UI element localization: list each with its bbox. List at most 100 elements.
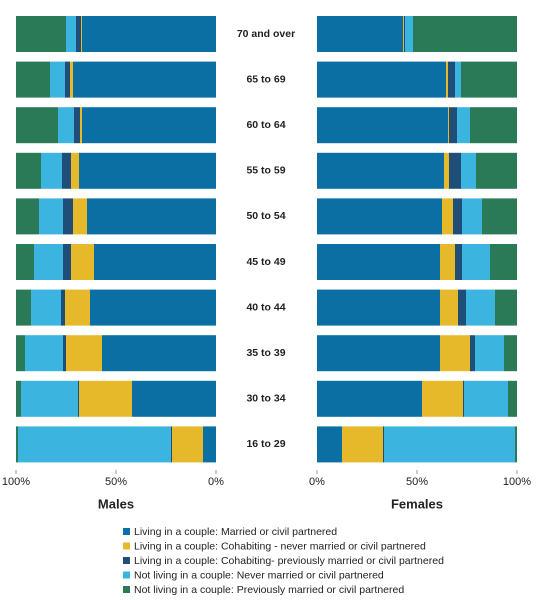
bar-segment — [440, 289, 458, 326]
bar-segment — [66, 16, 76, 52]
bar-segment — [73, 61, 216, 98]
bar-segment — [317, 152, 444, 189]
bar-segment — [317, 244, 440, 280]
bar-segment — [470, 107, 517, 144]
bar-segment — [317, 61, 446, 98]
bar-segment — [462, 244, 490, 280]
bar-segment — [448, 61, 455, 98]
bar-segment — [504, 335, 517, 372]
bar-segment — [39, 198, 63, 235]
bar-segment — [50, 61, 65, 98]
bar-segment — [342, 426, 383, 463]
bar-segment — [41, 152, 62, 189]
bar-segment — [446, 61, 448, 98]
bar-segment — [16, 426, 18, 463]
legend-label: Living in a couple: Married or civil par… — [134, 526, 337, 538]
bar-segment — [171, 426, 172, 463]
category-label: 30 to 34 — [246, 393, 285, 405]
bar-segment — [25, 335, 63, 372]
x-tick-label: 0% — [309, 476, 325, 488]
bar-segment — [34, 244, 63, 280]
bar-segment — [16, 380, 21, 417]
legend-label: Living in a couple: Cohabiting - never m… — [134, 540, 426, 552]
bar-segment — [449, 152, 461, 189]
bar-segment — [461, 61, 517, 98]
bar-segment — [440, 335, 470, 372]
x-tick-label: 0% — [208, 476, 224, 488]
bar-segment — [384, 426, 515, 463]
bar-segment — [80, 107, 82, 144]
bar-segment — [203, 426, 216, 463]
bar-segment — [87, 198, 216, 235]
bar-segment — [16, 335, 25, 372]
bar-segment — [462, 198, 482, 235]
x-tick-label: 100% — [503, 476, 531, 488]
bar-segment — [317, 335, 440, 372]
category-label: 40 to 44 — [246, 301, 285, 313]
bar-segment — [444, 152, 449, 189]
category-label: 60 to 64 — [246, 119, 285, 131]
bar-segment — [317, 426, 342, 463]
bar-segment — [455, 61, 461, 98]
x-tick-label: 50% — [105, 476, 127, 488]
bar-segment — [16, 107, 58, 144]
bar-segment — [317, 198, 442, 235]
bar-segment — [16, 289, 31, 326]
bar-segment — [62, 152, 71, 189]
bar-segment — [90, 289, 216, 326]
bar-segment — [94, 244, 216, 280]
bar-segment — [66, 335, 102, 372]
bar-segment — [495, 289, 517, 326]
bar-segment — [81, 16, 82, 52]
bar-segment — [16, 61, 50, 98]
bar-segment — [31, 289, 61, 326]
bar-segment — [132, 380, 216, 417]
bar-segment — [413, 16, 517, 52]
category-label: 70 and over — [237, 28, 295, 40]
bar-segment — [404, 16, 405, 52]
bar-segment — [82, 107, 216, 144]
panel-title: Females — [391, 496, 443, 511]
category-label: 45 to 49 — [246, 256, 285, 268]
bar-segment — [73, 198, 87, 235]
bar-segment — [463, 380, 464, 417]
bar-segment — [475, 335, 504, 372]
bar-segment — [102, 335, 216, 372]
bar-segment — [74, 107, 80, 144]
category-label: 50 to 54 — [246, 210, 285, 222]
bar-segment — [457, 107, 470, 144]
legend-swatch — [123, 542, 130, 550]
bar-segment — [79, 380, 132, 417]
bar-segment — [448, 107, 449, 144]
bar-segment — [70, 61, 73, 98]
bar-segment — [482, 198, 517, 235]
category-label: 55 to 59 — [246, 165, 285, 177]
bar-segment — [63, 198, 73, 235]
category-label: 16 to 29 — [246, 438, 285, 450]
bar-segment — [58, 107, 74, 144]
panel-title: Males — [98, 496, 134, 511]
category-label: 35 to 39 — [246, 347, 285, 359]
legend-swatch — [123, 528, 130, 535]
legend-swatch — [123, 571, 130, 579]
bar-segment — [422, 380, 463, 417]
bar-segment — [383, 426, 384, 463]
bar-segment — [461, 152, 476, 189]
bar-segment — [71, 244, 94, 280]
bar-segment — [449, 107, 457, 144]
bar-segment — [515, 426, 517, 463]
bar-segment — [458, 289, 466, 326]
bar-segment — [440, 244, 455, 280]
bar-segment — [508, 380, 517, 417]
bar-segment — [18, 426, 171, 463]
x-tick-label: 50% — [406, 476, 428, 488]
bar-segment — [78, 380, 79, 417]
bar-segment — [63, 244, 71, 280]
category-label: 65 to 69 — [246, 73, 285, 85]
x-tick-label: 100% — [2, 476, 30, 488]
bar-segment — [16, 244, 34, 280]
bar-segment — [466, 289, 495, 326]
legend-label: Not living in a couple: Never married or… — [134, 569, 384, 581]
bar-segment — [172, 426, 203, 463]
legend-label: Living in a couple: Cohabiting- previous… — [134, 555, 444, 567]
